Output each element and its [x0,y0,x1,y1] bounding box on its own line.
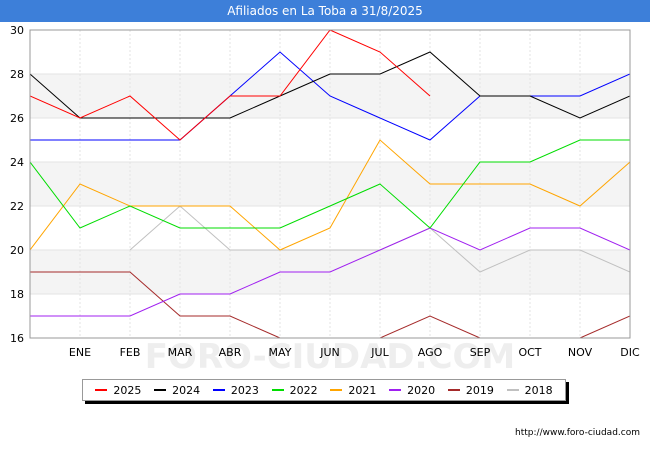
x-axis-ticks: ENE FEB MAR ABR MAY JUN JUL AGO SEP OCT NOV DIC [69,346,640,359]
x-tick-label: OCT [518,346,541,359]
series-lines [30,30,630,338]
series-line-2020 [30,227,630,317]
x-tick-label: DIC [620,346,640,359]
series-line-2024 [30,51,630,119]
legend-label: 2024 [172,383,201,397]
x-tick-label: JUN [319,346,340,359]
legend-swatch [95,389,108,391]
legend-swatch [389,389,402,391]
legend-item-2022: 2022 [271,383,318,397]
legend-label: 2021 [348,383,377,397]
x-tick-label: MAY [269,346,292,359]
series-line-2022 [30,139,630,229]
legend-item-2020: 2020 [389,384,435,397]
legend-label: 2019 [465,383,494,397]
legend-swatch [154,389,167,391]
legend: 2025 2024 2023 2022 2021 2020 2019 2018 [82,379,566,401]
legend-swatch [447,389,460,391]
legend-swatch [330,389,343,391]
y-tick-label: 26 [10,112,24,125]
legend-item-2019: 2019 [447,383,494,397]
legend-item-2021: 2021 [330,384,376,397]
x-tick-label: JUL [370,346,389,359]
chart-title: Afiliados en La Toba a 31/8/2025 [0,0,650,22]
y-tick-label: 18 [10,288,24,301]
legend-label: 2023 [230,383,259,397]
x-tick-label: MAR [168,346,193,359]
x-tick-label: NOV [568,346,593,359]
x-tick-label: AGO [418,346,443,359]
y-tick-label: 22 [10,200,24,213]
legend-label: 2018 [524,383,553,397]
legend-item-2018: 2018 [506,383,553,397]
legend-label: 2022 [289,383,318,397]
x-tick-label: FEB [120,346,141,359]
legend-swatch [212,389,225,391]
y-axis-ticks: 16 18 20 22 24 26 28 30 [10,24,24,345]
series-line-2025 [30,30,431,141]
legend-swatch [271,389,284,391]
legend-swatch [506,389,519,391]
y-tick-label: 28 [10,68,24,81]
x-tick-label: ENE [69,346,91,359]
legend-item-2023: 2023 [212,383,259,397]
watermark: FORO-CIUDAD.COM [145,337,516,377]
y-tick-label: 16 [10,332,24,345]
y-tick-label: 30 [10,24,24,37]
plot-frame [29,29,631,339]
x-tick-label: SEP [470,346,491,359]
y-tick-label: 20 [10,244,24,257]
legend-item-2024: 2024 [154,384,200,397]
legend-label: 2020 [407,383,436,397]
series-line-2019 [30,271,630,338]
legend-label: 2025 [113,383,142,397]
legend-item-2025: 2025 [95,384,141,397]
y-tick-label: 24 [10,156,24,169]
x-tick-label: ABR [219,346,242,359]
footer-url: http://www.foro-ciudad.com [515,428,640,438]
